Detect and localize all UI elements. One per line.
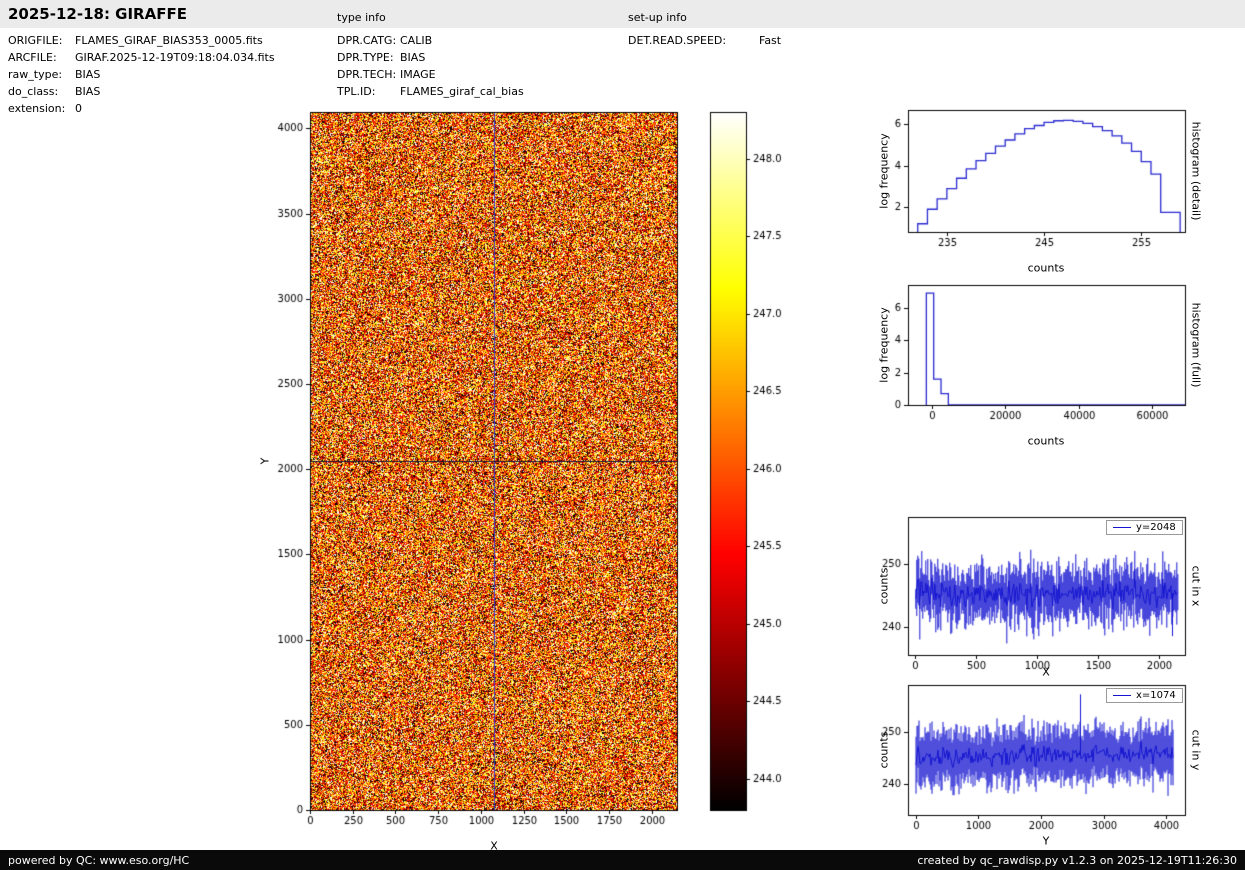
- hist-detail-y-axis-label: log frequency: [878, 133, 891, 208]
- meta-value: GIRAF.2025-12-19T09:18:04.034.fits: [75, 51, 275, 64]
- bias-image-plot: [260, 104, 685, 840]
- meta-row-dpr-type: DPR.TYPE: BIAS: [337, 49, 524, 66]
- header-bar: 2025-12-18: GIRAFFE type info set-up inf…: [0, 0, 1245, 28]
- meta-label: raw_type:: [8, 68, 75, 81]
- meta-row-read-speed: DET.READ.SPEED: Fast: [628, 32, 781, 49]
- cut-x-right-label: cut in x: [1190, 566, 1203, 607]
- cut-x-legend: y=2048: [1106, 520, 1183, 535]
- setup-info-column: DET.READ.SPEED: Fast: [628, 32, 781, 49]
- hist-full-right-label: histogram (full): [1190, 303, 1203, 388]
- meta-value: FLAMES_giraf_cal_bias: [400, 85, 524, 98]
- cut-x-legend-label: y=2048: [1136, 522, 1176, 533]
- meta-row-arcfile: ARCFILE: GIRAF.2025-12-19T09:18:04.034.f…: [8, 49, 275, 66]
- footer-bar: powered by QC: www.eso.org/HC created by…: [0, 850, 1245, 870]
- meta-label: ARCFILE:: [8, 51, 75, 64]
- meta-value: Fast: [759, 34, 781, 47]
- cut-y-x-axis-label: Y: [1043, 835, 1050, 848]
- cut-x-x-axis-label: X: [1042, 666, 1050, 679]
- meta-value: BIAS: [75, 85, 100, 98]
- cut-y-y-axis-label: counts: [878, 732, 891, 769]
- meta-label: DPR.TECH:: [337, 68, 400, 81]
- file-metadata-column: ORIGFILE: FLAMES_GIRAF_BIAS353_0005.fits…: [8, 32, 275, 117]
- meta-row-dpr-tech: DPR.TECH: IMAGE: [337, 66, 524, 83]
- cut-y-legend: x=1074: [1106, 688, 1183, 703]
- page-title: 2025-12-18: GIRAFFE: [8, 5, 187, 23]
- footer-created-by: created by qc_rawdisp.py v1.2.3 on 2025-…: [917, 854, 1237, 867]
- meta-row-tpl-id: TPL.ID: FLAMES_giraf_cal_bias: [337, 83, 524, 100]
- meta-value: CALIB: [400, 34, 432, 47]
- meta-value: BIAS: [75, 68, 100, 81]
- hist-full-x-axis-label: counts: [1028, 435, 1065, 448]
- type-info-heading: type info: [337, 11, 386, 24]
- meta-row-dpr-catg: DPR.CATG: CALIB: [337, 32, 524, 49]
- legend-line-icon: [1113, 695, 1131, 696]
- hist-detail-x-axis-label: counts: [1028, 262, 1065, 275]
- meta-row-do-class: do_class: BIAS: [8, 83, 275, 100]
- setup-info-heading: set-up info: [628, 11, 687, 24]
- cut-y-right-label: cut in y: [1190, 730, 1203, 771]
- meta-row-extension: extension: 0: [8, 100, 275, 117]
- type-info-column: DPR.CATG: CALIB DPR.TYPE: BIAS DPR.TECH:…: [337, 32, 524, 100]
- meta-value: BIAS: [400, 51, 425, 64]
- meta-label: extension:: [8, 102, 75, 115]
- meta-value: IMAGE: [400, 68, 436, 81]
- legend-line-icon: [1113, 527, 1131, 528]
- meta-label: DPR.TYPE:: [337, 51, 400, 64]
- meta-label: do_class:: [8, 85, 75, 98]
- hist-detail-right-label: histogram (detail): [1190, 122, 1203, 221]
- meta-row-origfile: ORIGFILE: FLAMES_GIRAF_BIAS353_0005.fits: [8, 32, 275, 49]
- meta-label: DPR.CATG:: [337, 34, 400, 47]
- bias-y-axis-label: Y: [259, 458, 272, 465]
- colorbar: [706, 104, 798, 840]
- meta-row-raw-type: raw_type: BIAS: [8, 66, 275, 83]
- histogram-full-plot: [858, 277, 1191, 431]
- meta-label: TPL.ID:: [337, 85, 400, 98]
- cut-y-legend-label: x=1074: [1136, 690, 1176, 701]
- hist-full-y-axis-label: log frequency: [878, 307, 891, 382]
- cut-x-y-axis-label: counts: [878, 568, 891, 605]
- footer-powered-by: powered by QC: www.eso.org/HC: [8, 854, 189, 867]
- meta-label: ORIGFILE:: [8, 34, 75, 47]
- meta-label: DET.READ.SPEED:: [628, 34, 759, 47]
- histogram-detail-plot: [858, 102, 1191, 258]
- meta-value: FLAMES_GIRAF_BIAS353_0005.fits: [75, 34, 263, 47]
- meta-value: 0: [75, 102, 82, 115]
